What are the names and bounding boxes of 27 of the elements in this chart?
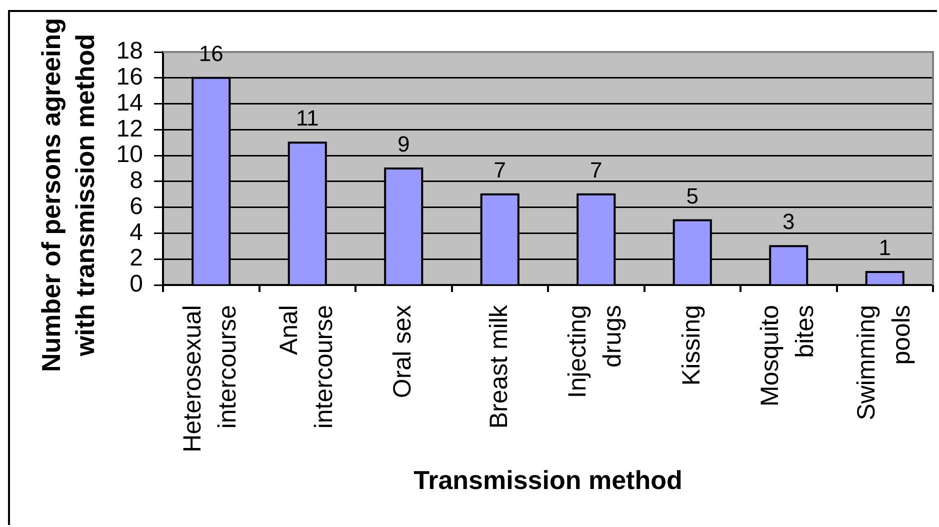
data-label: 9 [398,132,410,156]
data-label: 7 [590,157,602,182]
y-tick-label: 6 [130,192,143,220]
y-tick-label: 2 [130,244,143,272]
x-axis-title: Transmission method [414,465,682,496]
y-tick-label: 16 [116,64,143,91]
x-tick-label: Swimming pools [852,305,916,420]
x-tick-label: Injecting drugs [564,305,627,398]
y-tick-label: 4 [130,218,143,246]
y-tick-label: 18 [116,38,143,65]
y-axis-title: Number of persons agreeing with transmission method [36,18,100,372]
x-tick-label: Breast milk [484,304,513,429]
data-label: 5 [686,183,698,208]
x-tick-label: Heterosexual intercourse [178,305,242,452]
y-tick-label: 0 [130,270,143,298]
x-tick-label: Kissing [677,305,706,386]
y-tick-label: 8 [130,167,143,194]
y-tick-label: 10 [116,141,143,168]
data-label: 3 [782,209,795,234]
y-tick-label: 14 [116,89,143,116]
x-tick-label: Oral sex [388,304,417,398]
data-label: 7 [494,157,506,182]
data-label: 11 [296,106,319,131]
y-tick-label: 12 [116,115,143,142]
data-label: 16 [198,40,224,66]
data-label: 1 [878,235,891,260]
x-tick-label: Mosquito bites [756,305,820,406]
